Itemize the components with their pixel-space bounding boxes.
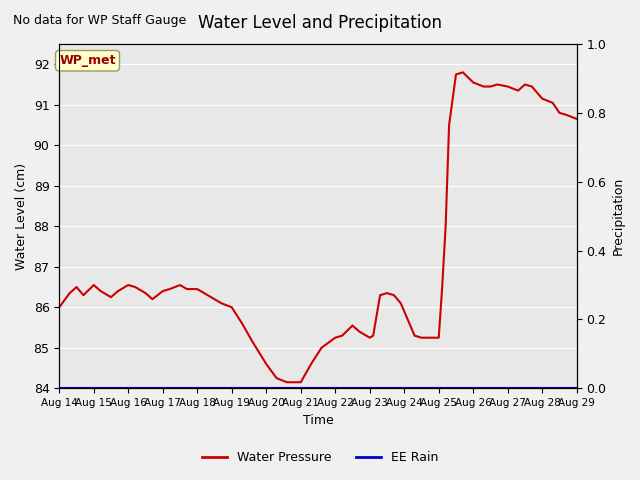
X-axis label: Time: Time xyxy=(303,414,333,427)
Y-axis label: Water Level (cm): Water Level (cm) xyxy=(15,163,28,270)
Text: Water Level and Precipitation: Water Level and Precipitation xyxy=(198,14,442,33)
Text: WP_met: WP_met xyxy=(60,54,116,67)
Text: No data for WP Staff Gauge: No data for WP Staff Gauge xyxy=(13,14,186,27)
Y-axis label: Precipitation: Precipitation xyxy=(612,177,625,255)
Legend: Water Pressure, EE Rain: Water Pressure, EE Rain xyxy=(196,446,444,469)
